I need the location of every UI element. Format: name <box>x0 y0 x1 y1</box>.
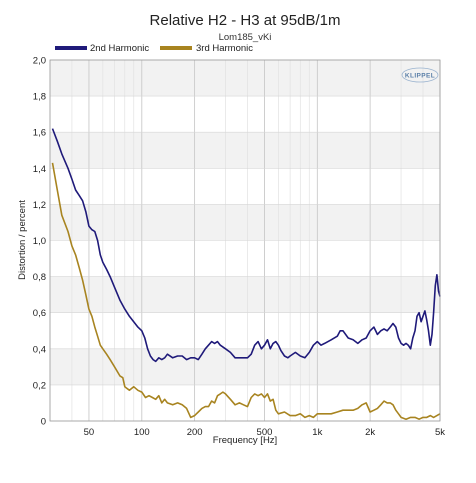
legend-swatch-3rd-harmonic <box>160 46 192 50</box>
legend-label-2nd-harmonic: 2nd Harmonic <box>90 43 149 54</box>
logo-text: KLIPPEL <box>405 73 435 80</box>
x-tick-label: 100 <box>134 427 150 438</box>
plot-band <box>50 132 440 169</box>
chart-subtitle: Lom185_vKi <box>219 32 272 43</box>
logo-ring <box>401 67 439 83</box>
x-axis-label: Frequency [Hz] <box>213 435 277 446</box>
y-tick-label: 1,6 <box>33 128 46 139</box>
plot-band <box>50 348 440 385</box>
series-line-2nd-harmonic <box>51 128 441 363</box>
x-tick-label: 500 <box>257 427 273 438</box>
y-tick-label: 0,8 <box>33 272 46 283</box>
y-tick-label: 0,4 <box>33 344 46 355</box>
y-tick-label: 1,4 <box>33 164 46 175</box>
x-tick-label: 50 <box>84 427 95 438</box>
y-tick-label: 0,2 <box>33 380 46 391</box>
series-line-3rd-harmonic <box>51 162 441 420</box>
x-tick-label: 200 <box>187 427 203 438</box>
x-tick-label: 1k <box>312 427 322 438</box>
plot-band <box>50 60 440 97</box>
y-tick-label: 2,0 <box>33 56 46 67</box>
y-tick-label: 1,0 <box>33 236 46 247</box>
x-tick-label: 2k <box>365 427 375 438</box>
legend-swatch-2nd-harmonic <box>55 46 87 50</box>
klippel-logo: KLIPPEL <box>401 67 439 83</box>
y-tick-label: 0,6 <box>33 308 46 319</box>
y-tick-label: 0 <box>41 417 46 428</box>
series-layer <box>51 128 441 420</box>
plot-frame <box>49 59 441 422</box>
plot-band <box>50 204 440 241</box>
chart-title: Relative H2 - H3 at 95dB/1m <box>150 12 341 29</box>
axis-layer: 0 0,2 0,4 0,6 0,8 1,0 1,2 1,4 1,6 1,8 2,0 50 100 200 5… <box>33 56 445 439</box>
y-axis-label: Distortion / percent <box>17 200 28 280</box>
y-tick-label: 1,2 <box>33 200 46 211</box>
legend-label-3rd-harmonic: 3rd Harmonic <box>196 43 253 54</box>
plot-band <box>50 276 440 313</box>
x-tick-label: 5k <box>435 427 445 438</box>
legend: 2nd Harmonic 3rd Harmonic <box>55 43 253 54</box>
y-tick-label: 1,8 <box>33 92 46 103</box>
